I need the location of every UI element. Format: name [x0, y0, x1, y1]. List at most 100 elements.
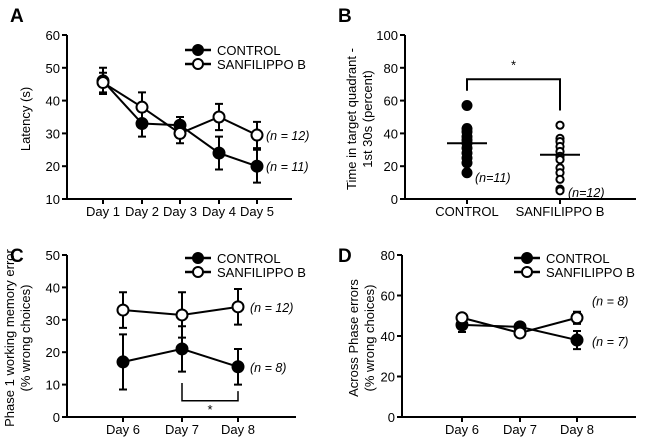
data-point-sanfilippo-b: [555, 174, 565, 184]
data-point-sanfilippo-b: [173, 126, 187, 140]
y-tick-label: 40: [46, 280, 60, 295]
x-tick-label: Day 8: [221, 422, 255, 437]
data-point-sanfilippo-b: [212, 110, 226, 124]
data-point-sanfilippo-b: [135, 100, 149, 114]
legend-marker-control: [521, 252, 533, 264]
y-tick-label: 40: [46, 94, 60, 109]
legend-marker-sanfilippo-b: [192, 266, 204, 278]
y-tick-label: 30: [46, 126, 60, 141]
data-point-control: [461, 100, 473, 112]
y-tick-label: 20: [381, 370, 395, 385]
x-tick-label: Day 7: [165, 422, 199, 437]
legend-label: SANFILIPPO B: [546, 265, 635, 280]
x-tick-label: Day 8: [560, 422, 594, 437]
legend-marker-sanfilippo-b: [521, 266, 533, 278]
data-point-control: [212, 146, 226, 160]
y-tick-label: 80: [384, 61, 398, 76]
y-tick-label: 60: [46, 28, 60, 43]
data-point-control: [231, 360, 245, 374]
data-point-control: [461, 167, 473, 179]
data-point-control: [461, 157, 473, 169]
data-point-control: [116, 355, 130, 369]
legend-label: CONTROL: [546, 251, 610, 266]
x-tick-label: SANFILIPPO B: [516, 204, 605, 219]
data-point-sanfilippo-b: [116, 303, 130, 317]
y-tick-label: 100: [376, 28, 398, 43]
y-axis-label-line: 1st 30s (percent): [360, 70, 375, 168]
data-point-control: [175, 342, 189, 356]
x-tick-label: CONTROL: [435, 204, 499, 219]
data-point-sanfilippo-b: [555, 186, 565, 196]
panel-letter: B: [338, 6, 352, 27]
x-tick-label: Day 6: [106, 422, 140, 437]
y-tick-label: 10: [46, 192, 60, 207]
significance-bracket: [466, 78, 561, 111]
legend-marker-control: [192, 252, 204, 264]
y-tick-label: 40: [384, 126, 398, 141]
y-tick-label: 20: [384, 159, 398, 174]
data-point-sanfilippo-b: [570, 311, 584, 325]
y-tick-label: 0: [391, 192, 398, 207]
n-label: (n = 11): [266, 160, 309, 174]
significance-bracket: [181, 382, 239, 402]
x-tick-label: Day 7: [503, 422, 537, 437]
n-label: (n = 8): [250, 361, 286, 375]
data-point-sanfilippo-b: [250, 128, 264, 142]
y-tick-label: 10: [46, 378, 60, 393]
data-point-sanfilippo-b: [96, 76, 110, 90]
data-point-sanfilippo-b: [175, 308, 189, 322]
y-tick-label: 0: [388, 410, 395, 425]
n-label: (n = 12): [250, 301, 293, 315]
data-point-sanfilippo-b: [231, 300, 245, 314]
y-tick-label: 40: [381, 329, 395, 344]
x-tick-label: Day 1: [86, 204, 120, 219]
legend-marker-sanfilippo-b: [192, 58, 204, 70]
data-point-sanfilippo-b: [555, 120, 565, 130]
y-tick-label: 60: [384, 94, 398, 109]
y-tick-label: 50: [46, 248, 60, 263]
y-tick-label: 0: [53, 410, 60, 425]
y-axis-label-line: Time in target quadrant -: [344, 48, 359, 190]
legend-label: CONTROL: [217, 43, 281, 58]
significance-star: *: [207, 402, 212, 417]
panel-a: A 10 20 30 40 50 60 Day 1 Day 2 Day 3 Day 4 Day 5 La…: [10, 6, 309, 219]
data-point-sanfilippo-b: [555, 155, 565, 165]
legend-label: SANFILIPPO B: [217, 57, 306, 72]
panel-letter: D: [338, 246, 352, 267]
legend-label: CONTROL: [217, 251, 281, 266]
y-axis-label-line: (% wrong choices): [362, 285, 377, 392]
x-tick-label: Day 4: [202, 204, 236, 219]
legend-marker-control: [192, 44, 204, 56]
n-label: (n = 12): [266, 129, 309, 143]
y-tick-label: 20: [46, 345, 60, 360]
y-tick-label: 30: [46, 313, 60, 328]
panel-c: C 0 10 20 30 40 50 Day 6 Day 7 Day 8 Phase 1 worki…: [2, 246, 306, 437]
x-tick-label: Day 3: [163, 204, 197, 219]
y-tick-label: 60: [381, 289, 395, 304]
data-point-sanfilippo-b: [455, 311, 469, 325]
data-point-control: [250, 159, 264, 173]
data-point-control: [570, 333, 584, 347]
n-label: (n=11): [475, 171, 511, 185]
panel-letter: C: [10, 246, 24, 267]
panel-b: B 0 20 40 60 80 100 CONTROL SANFILIPPO B Time in …: [338, 6, 636, 219]
legend-label: SANFILIPPO B: [217, 265, 306, 280]
y-axis-label: Latency (s): [18, 87, 33, 151]
n-label: (n = 8): [592, 295, 628, 309]
n-label: (n = 7): [592, 335, 628, 349]
y-axis-label-line: Across Phase errors: [346, 279, 361, 397]
x-tick-label: Day 5: [240, 204, 274, 219]
n-label: (n=12): [568, 186, 604, 200]
x-tick-label: Day 2: [125, 204, 159, 219]
x-tick-label: Day 6: [445, 422, 479, 437]
y-tick-label: 80: [381, 248, 395, 263]
data-point-sanfilippo-b: [513, 326, 527, 340]
y-axis-label-line: Phase 1 working memory error: [2, 248, 17, 426]
y-axis-label-line: (% wrong choices): [18, 285, 33, 392]
significance-star: *: [511, 57, 516, 72]
y-tick-label: 20: [46, 159, 60, 174]
panel-letter: A: [10, 6, 24, 27]
y-tick-label: 50: [46, 61, 60, 76]
panel-d: D 0 20 40 60 80 Day 6 Day 7 Day 8 Across Phase er…: [338, 246, 636, 437]
